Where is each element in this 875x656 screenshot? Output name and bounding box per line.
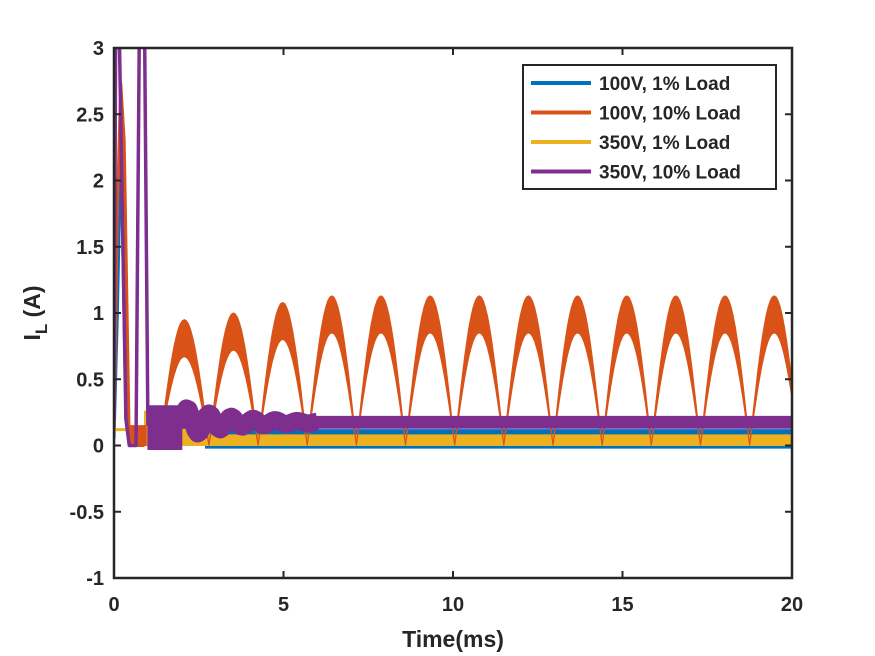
series-band-100v-10-startup [130, 425, 147, 446]
x-tick-label: 0 [108, 594, 119, 616]
y-tick-label: 1.5 [76, 237, 104, 259]
y-tick-label: 2.5 [76, 104, 104, 126]
series-layer [114, 48, 848, 450]
legend-label: 100V, 10% Load [599, 104, 741, 125]
y-axis-label: IL (A) [19, 285, 51, 340]
series-cycle-100v-10 [749, 295, 792, 446]
legend-label: 100V, 1% Load [599, 74, 730, 95]
y-tick-label: 0 [93, 436, 104, 458]
y-tick-label: 1 [93, 303, 104, 325]
legend-label: 350V, 1% Load [599, 133, 730, 154]
series-cycle-100v-10 [799, 296, 848, 446]
x-axis-label: Time(ms) [402, 626, 504, 652]
series-line-350v-10-startup [114, 48, 150, 448]
series-band-350v-10 [181, 415, 792, 429]
x-tick-label: 10 [442, 594, 464, 616]
y-axis-label-subscript: L [32, 324, 51, 334]
legend-label: 350V, 10% Load [599, 163, 741, 184]
y-tick-label: 3 [93, 38, 104, 60]
x-tick-label: 20 [781, 594, 803, 616]
y-tick-label: 0.5 [76, 369, 104, 391]
legend-box [522, 64, 777, 190]
y-tick-label: -1 [86, 568, 104, 590]
legend: 100V, 1% Load 100V, 10% Load 350V, 1% Load… [522, 64, 777, 190]
x-tick-label: 15 [611, 594, 633, 616]
axis-ticks: 0 5 10 15 20 -1 -0.5 0 0.5 1 1.5 2 2.5 3 [70, 38, 804, 616]
y-axis-label-main: I [19, 334, 45, 340]
y-axis-label-unit: (A) [19, 285, 45, 323]
series-band-350v-1 [208, 434, 792, 446]
y-tick-label: -0.5 [70, 502, 104, 524]
x-tick-label: 5 [278, 594, 289, 616]
y-tick-label: 2 [93, 171, 104, 193]
series-band-350v-10-early [147, 405, 183, 450]
